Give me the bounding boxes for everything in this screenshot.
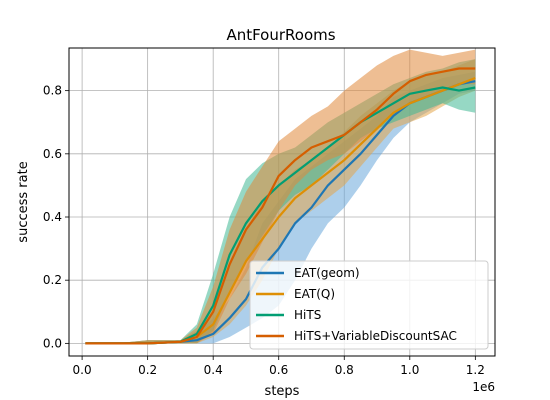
legend-label: EAT(geom) <box>294 266 360 280</box>
legend-box <box>249 260 489 350</box>
y-axis-label: success rate <box>16 161 31 242</box>
y-tick-label: 0.6 <box>43 147 62 161</box>
plot-frame <box>68 47 496 357</box>
legend-label: HiTS+VariableDiscountSAC <box>294 329 457 343</box>
y-tick-label: 0.0 <box>43 336 62 350</box>
x-offset-label: 1e6 <box>472 380 495 394</box>
hits-variablediscountsac-line <box>85 67 476 345</box>
y-tick-label: 0.8 <box>43 84 62 98</box>
legend: EAT(geom) EAT(Q) HiTS HiTS+VariableDiscount… <box>249 260 489 350</box>
x-tick-label: 0.0 <box>73 363 92 377</box>
x-tick-label: 0.4 <box>204 363 223 377</box>
hits-variablediscountsac-band <box>85 49 476 344</box>
x-tick-label: 1.2 <box>466 363 485 377</box>
y-tick-label: 0.2 <box>43 273 62 287</box>
x-axis-label: steps <box>265 384 300 399</box>
confidence-bands <box>85 49 476 344</box>
x-tick-label: 0.2 <box>138 363 157 377</box>
legend-label: EAT(Q) <box>294 287 335 301</box>
x-tick-label: 1.0 <box>400 363 419 377</box>
x-axis-ticks: 0.0 0.2 0.4 0.6 0.8 1.0 1.2 <box>73 356 485 377</box>
legend-label: HiTS <box>294 308 321 322</box>
hits-line <box>85 86 476 345</box>
x-tick-label: 0.6 <box>269 363 288 377</box>
x-tick-label: 0.8 <box>335 363 354 377</box>
chart-title: AntFourRooms <box>226 26 335 44</box>
y-axis-ticks: 0.0 0.2 0.4 0.6 0.8 <box>43 84 69 350</box>
y-tick-label: 0.4 <box>43 210 62 224</box>
series-lines <box>85 67 476 345</box>
